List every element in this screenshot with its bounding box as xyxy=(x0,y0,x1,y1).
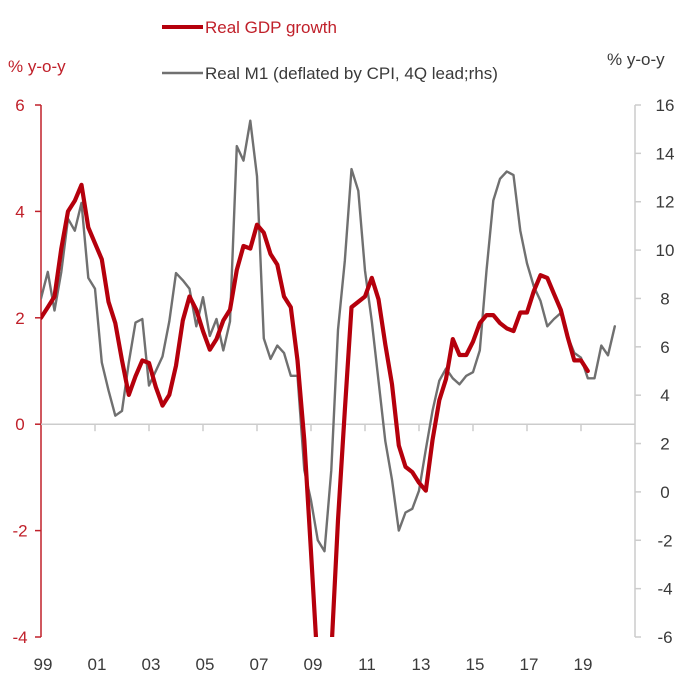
x-axis-tick-label: 05 xyxy=(196,655,215,674)
x-axis-tick-label: 09 xyxy=(304,655,323,674)
x-axis-tick-label: 19 xyxy=(574,655,593,674)
left-axis-tick-label: 6 xyxy=(15,96,24,115)
x-axis-tick-label: 13 xyxy=(412,655,431,674)
left-axis-tick-label: 2 xyxy=(15,309,24,328)
x-axis-tick-label: 07 xyxy=(250,655,269,674)
legend: Real GDP growth Real M1 (deflated by CPI… xyxy=(162,18,498,83)
right-axis-tick-label: 14 xyxy=(656,144,675,163)
right-axis-tick-label: 8 xyxy=(660,289,669,308)
x-axis-tick-label: 11 xyxy=(358,655,376,674)
x-axis-tick-label: 17 xyxy=(520,655,539,674)
axes: -4 -2 0 2 4 6 -6 -4 -2 0 2 4 6 8 10 12 14 16 99 01 03 05 07 09 1… xyxy=(12,96,674,674)
right-axis-tick-label: -6 xyxy=(657,628,672,647)
right-axis-tick-label: 10 xyxy=(656,241,675,260)
legend-label-m1: Real M1 (deflated by CPI, 4Q lead;rhs) xyxy=(205,64,498,83)
left-axis-tick-label: 4 xyxy=(15,202,24,221)
right-axis-tick-label: 2 xyxy=(660,435,669,454)
right-axis-tick-label: 6 xyxy=(660,338,669,357)
right-axis-tick-label: 12 xyxy=(656,193,675,212)
right-axis-tick-label: 0 xyxy=(660,483,669,502)
right-axis-title: % y-o-y xyxy=(607,50,665,69)
x-axis-tick-label: 03 xyxy=(142,655,161,674)
right-axis-tick-label: 16 xyxy=(656,96,675,115)
series-layer xyxy=(41,119,616,637)
series-line-m1 xyxy=(41,119,616,553)
left-axis-tick-label: 0 xyxy=(15,415,24,434)
x-axis-tick-label: 01 xyxy=(88,655,107,674)
left-axis-tick-label: -2 xyxy=(12,522,27,541)
legend-label-gdp: Real GDP growth xyxy=(205,18,337,37)
right-axis-tick-label: -2 xyxy=(657,531,672,550)
left-axis-title: % y-o-y xyxy=(8,57,66,76)
right-axis-tick-label: -4 xyxy=(657,580,672,599)
series-line-gdp xyxy=(41,182,590,637)
x-axis-tick-label: 99 xyxy=(34,655,53,674)
right-axis-tick-label: 4 xyxy=(660,386,669,405)
left-axis-tick-label: -4 xyxy=(12,628,27,647)
x-axis-tick-label: 15 xyxy=(466,655,485,674)
